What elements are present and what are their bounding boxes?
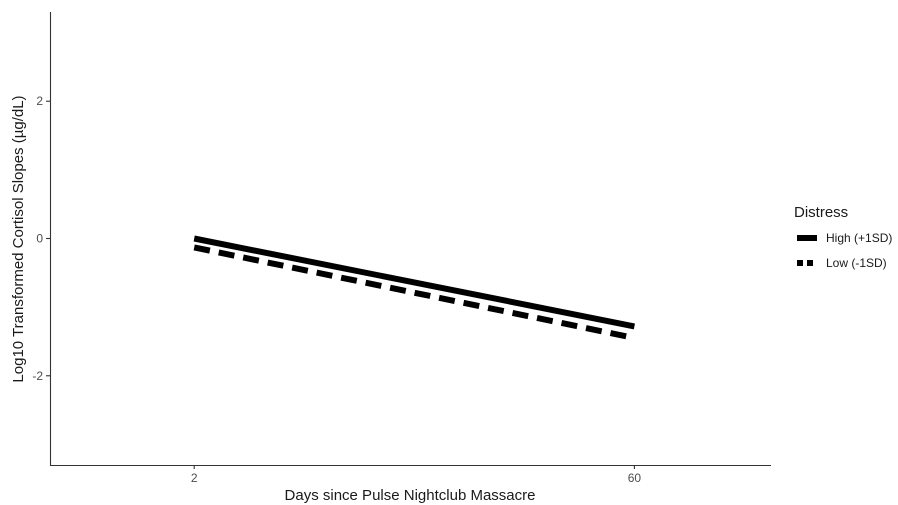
x-axis-title: Days since Pulse Nightclub Massacre (285, 487, 536, 504)
x-tick-label: 60 (628, 471, 642, 485)
y-tick-label: -2 (32, 369, 43, 383)
y-axis-title: Log10 Transformed Cortisol Slopes (µg/dL… (10, 95, 27, 382)
y-ticks: -2 0 2 (32, 94, 50, 383)
y-tick-label: 0 (36, 232, 43, 246)
legend-items: High (+1SD) Low (-1SD) (797, 231, 892, 270)
series-line-low (193, 244, 636, 341)
plot-lines (193, 235, 636, 341)
x-tick-label: 2 (191, 471, 198, 485)
x-ticks: 2 60 (191, 465, 642, 485)
legend-label-low: Low (-1SD) (826, 256, 887, 270)
series-line-high (193, 235, 635, 330)
legend-label-high: High (+1SD) (826, 231, 892, 245)
legend-title: Distress (794, 204, 848, 221)
y-tick-label: 2 (36, 94, 43, 108)
legend: Distress High (+1SD) Low (-1SD) (794, 204, 892, 270)
